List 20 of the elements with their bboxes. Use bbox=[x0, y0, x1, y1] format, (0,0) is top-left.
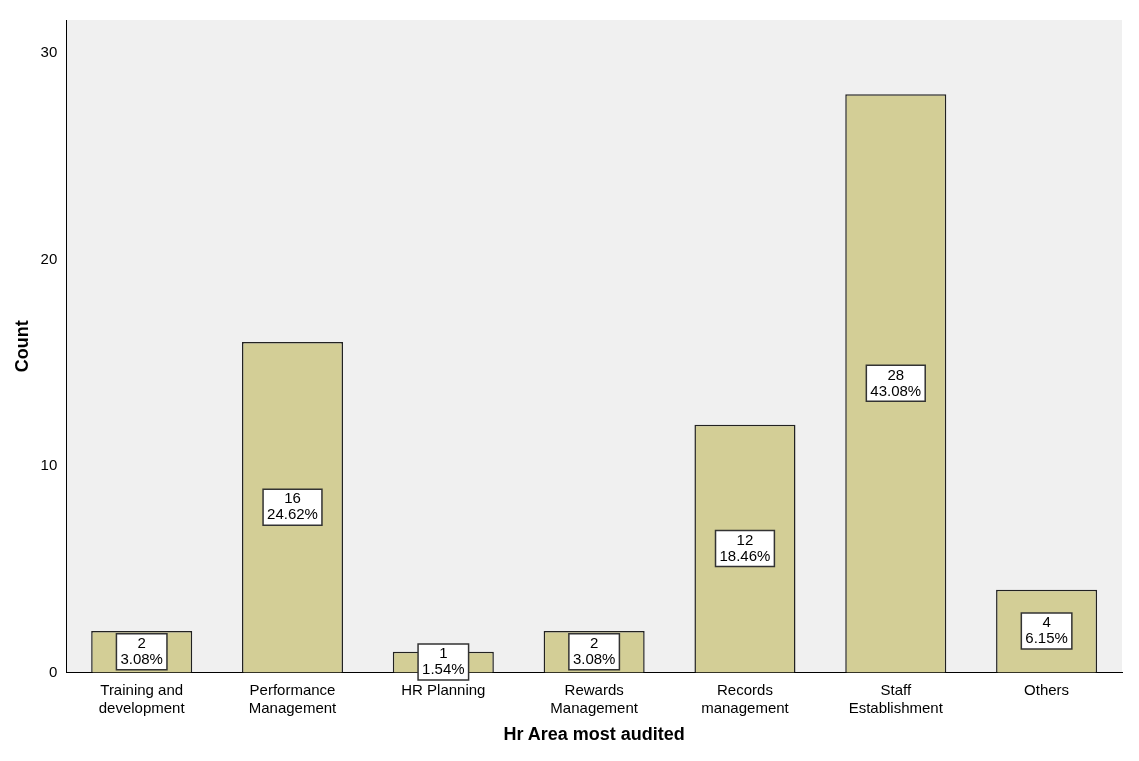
y-axis-title: Count bbox=[11, 320, 32, 373]
x-tick-label: Others bbox=[1024, 680, 1070, 698]
data-label: 16 24.62% bbox=[267, 489, 318, 523]
y-tick-label: 30 bbox=[40, 43, 58, 61]
y-tick-label: 20 bbox=[40, 249, 58, 267]
x-tick-label: Records management bbox=[701, 680, 790, 716]
y-tick-label: 10 bbox=[40, 456, 58, 474]
x-tick-label: Training and development bbox=[98, 680, 186, 716]
data-label: 12 18.46% bbox=[719, 530, 771, 564]
data-label: 4 6.15% bbox=[1025, 613, 1068, 647]
x-axis-title: Hr Area most audited bbox=[503, 724, 685, 745]
x-tick-label: Performance Management bbox=[248, 680, 338, 716]
data-label: 2 3.08% bbox=[572, 633, 616, 667]
y-tick-label: 0 bbox=[48, 662, 58, 680]
data-label: 28 43.08% bbox=[870, 365, 922, 399]
x-tick-label: Rewards Management bbox=[550, 680, 639, 716]
x-tick-label: Staff Establishment bbox=[848, 680, 944, 716]
data-label: 1 1.54% bbox=[422, 644, 465, 678]
x-tick-label: HR Planning bbox=[401, 680, 486, 698]
data-label: 2 3.08% bbox=[120, 633, 163, 667]
